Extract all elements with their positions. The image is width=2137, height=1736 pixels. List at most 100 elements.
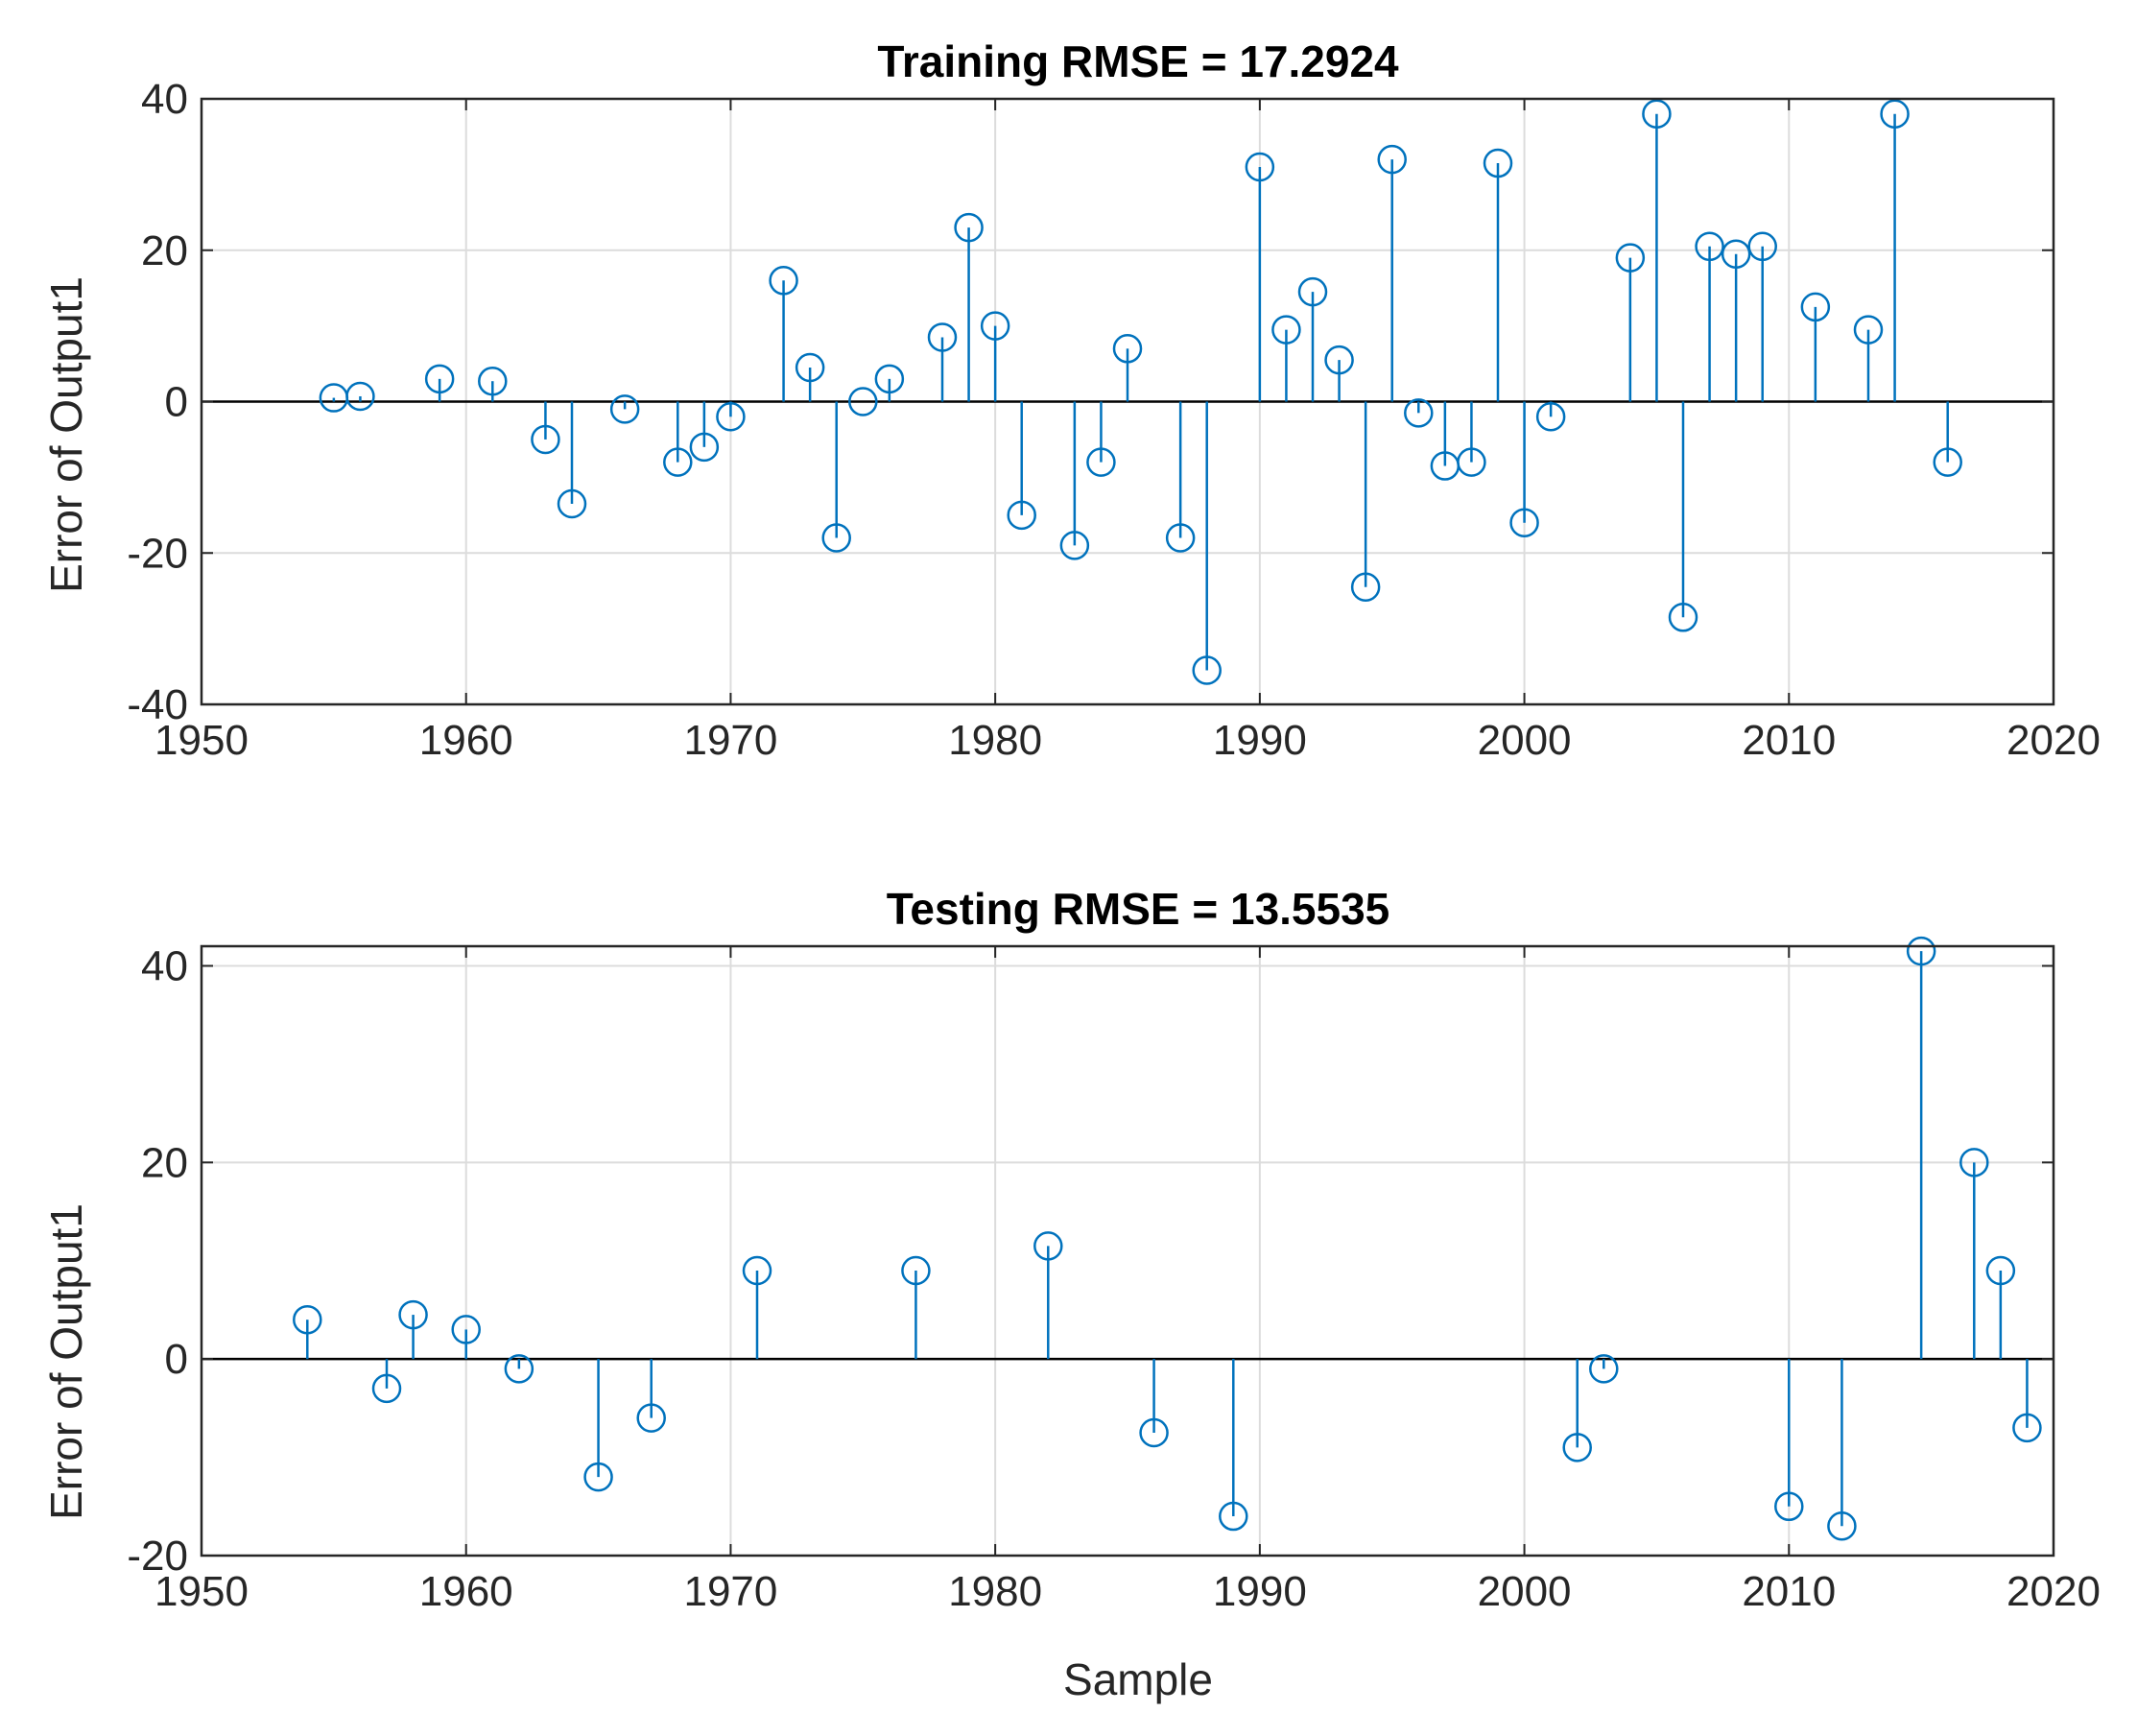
training-point-1973: [795, 352, 825, 383]
testing-xtick-label-2000: 2000: [1478, 1568, 1572, 1615]
testing-point-1967: [636, 1403, 666, 1433]
testing-point-1971: [742, 1255, 772, 1286]
testing-point-1965: [583, 1462, 613, 1492]
training-xtick-label-1960: 1960: [419, 717, 513, 764]
training-point-1961: [478, 366, 508, 396]
training-point-2009: [1747, 231, 1777, 262]
testing-point-1960: [451, 1315, 481, 1344]
training-xtick-label-1970: 1970: [683, 717, 777, 764]
training-point-2005: [1642, 99, 1672, 130]
training-point-1956: [345, 381, 375, 412]
training-y-axis-label: Error of Output1: [41, 276, 91, 593]
testing-xtick-label-1990: 1990: [1213, 1568, 1307, 1615]
training-xtick-label-1980: 1980: [948, 717, 1042, 764]
training-ytick-label-40: 40: [141, 76, 188, 123]
training-point-2004: [1615, 243, 1646, 273]
training-point-1998: [1457, 447, 1486, 477]
training-point-2016: [1933, 447, 1962, 477]
testing-ticks: 1950 1960 1970 1980 1990 2000 2010 2020 -20 0 20 40: [127, 942, 2101, 1615]
testing-xtick-label-2010: 2010: [1742, 1568, 1836, 1615]
training-point-1987: [1165, 523, 1196, 553]
testing-point-2017: [1959, 1148, 1989, 1177]
testing-point-2018: [1985, 1255, 2016, 1286]
testing-point-1982: [1033, 1231, 1063, 1261]
training-ytick-label-0: 0: [165, 379, 188, 426]
training-point-1988: [1192, 655, 1222, 685]
testing-grid: [202, 946, 2054, 1556]
testing-xtick-label-2020: 2020: [2006, 1568, 2101, 1615]
training-point-1990: [1245, 152, 1275, 182]
training-point-2013: [1853, 315, 1884, 345]
training-point-1978: [927, 322, 958, 352]
training-point-1979: [954, 212, 984, 243]
training-point-1963: [531, 424, 560, 455]
testing-point-1954: [293, 1304, 322, 1335]
training-point-2000: [1509, 508, 1539, 537]
testing-point-1962: [504, 1354, 534, 1384]
training-point-1993: [1324, 345, 1354, 375]
testing-point-1957: [371, 1373, 402, 1404]
testing-ytick-label-40: 40: [141, 942, 188, 989]
testing-point-1958: [398, 1299, 428, 1330]
testing-point-2010: [1774, 1491, 1804, 1522]
training-point-1992: [1297, 276, 1328, 307]
training-point-1985: [1112, 334, 1143, 364]
training-point-2008: [1721, 239, 1751, 269]
training-point-2007: [1695, 231, 1724, 262]
training-point-1981: [1007, 500, 1036, 531]
training-point-1996: [1404, 398, 1434, 428]
testing-point-2019: [2012, 1413, 2042, 1443]
testing-xtick-label-1950: 1950: [154, 1568, 249, 1615]
training-point-2006: [1668, 603, 1698, 632]
training-point-1974: [821, 523, 851, 553]
training-point-1991: [1271, 315, 1301, 345]
training-point-1976: [874, 364, 905, 394]
training-point-1995: [1377, 144, 1407, 175]
testing-ytick-label--20: -20: [127, 1533, 188, 1580]
training-point-2001: [1535, 402, 1566, 432]
training-point-1970: [716, 402, 746, 432]
testing-y-axis-label: Error of Output1: [41, 1203, 91, 1520]
training-ytick-label--40: -40: [127, 681, 188, 728]
training-point-1983: [1059, 531, 1090, 560]
testing-point-2015: [1906, 936, 1936, 966]
training-point-1968: [663, 447, 693, 477]
testing-ytick-label-0: 0: [165, 1336, 188, 1383]
training-point-1999: [1483, 148, 1513, 178]
training-ytick-label-20: 20: [141, 227, 188, 274]
training-point-1966: [609, 394, 640, 424]
training-point-2014: [1880, 99, 1910, 130]
training-xtick-label-2010: 2010: [1742, 717, 1836, 764]
training-xtick-label-1990: 1990: [1213, 717, 1307, 764]
testing-point-2003: [1589, 1354, 1619, 1384]
training-point-1994: [1350, 572, 1381, 602]
training-point-2011: [1800, 292, 1831, 322]
testing-error-panel: Testing RMSE = 13.5535 Error of Output1 …: [41, 884, 2101, 1704]
training-point-1975: [848, 387, 878, 416]
testing-ytick-label-20: 20: [141, 1139, 188, 1186]
training-point-1959: [424, 364, 455, 394]
testing-point-2002: [1562, 1433, 1592, 1463]
testing-point-1986: [1139, 1417, 1169, 1448]
training-point-1984: [1086, 447, 1116, 477]
training-xtick-label-2000: 2000: [1478, 717, 1572, 764]
x-axis-label: Sample: [1063, 1654, 1213, 1704]
testing-axes-frame: [200, 944, 2055, 1558]
testing-xtick-label-1980: 1980: [948, 1568, 1042, 1615]
testing-point-1989: [1219, 1501, 1248, 1532]
training-ticks: 1950 1960 1970 1980 1990 2000 2010 2020 -40 -20 0 2…: [127, 76, 2101, 764]
training-xtick-label-2020: 2020: [2006, 717, 2101, 764]
testing-chart-title: Testing RMSE = 13.5535: [887, 884, 1390, 934]
training-point-1972: [769, 266, 798, 296]
training-stems: [202, 99, 2054, 685]
training-ytick-label--20: -20: [127, 530, 188, 577]
training-point-1969: [689, 432, 720, 463]
training-error-panel: Training RMSE = 17.2924 Error of Output1…: [41, 36, 2101, 764]
testing-stems: [202, 936, 2054, 1541]
testing-xtick-label-1960: 1960: [419, 1568, 513, 1615]
training-xtick-label-1950: 1950: [154, 717, 249, 764]
testing-xtick-label-1970: 1970: [683, 1568, 777, 1615]
training-chart-title: Training RMSE = 17.2924: [877, 36, 1399, 86]
training-point-1980: [980, 311, 1010, 341]
